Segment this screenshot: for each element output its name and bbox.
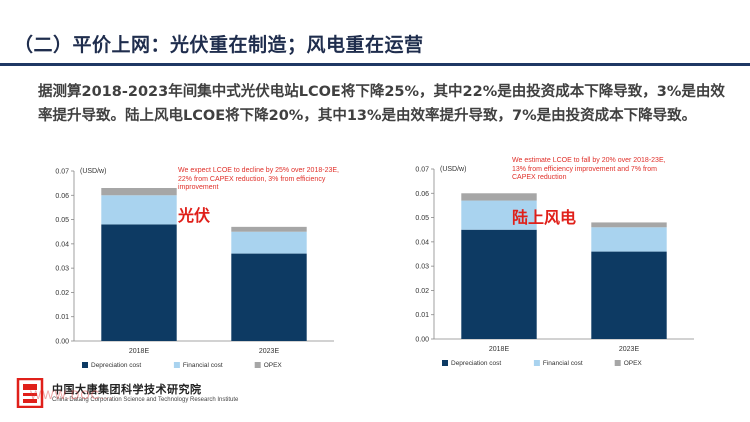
y-tick-label: 0.04 <box>55 241 69 248</box>
bar-depreciation-2023E <box>231 253 307 341</box>
pv-lcoe-chart: (USD/w) 0.00 0.01 0.02 0.03 0.04 0.05 0.06 0.07 2… <box>40 155 360 380</box>
summary-text: 据测算2018-2023年间集中式光伏电站LCOE将下降25%，其中22%是由投… <box>38 84 725 124</box>
y-tick-label: 0.02 <box>55 290 69 297</box>
title-divider <box>0 63 750 66</box>
wind-lcoe-chart: (USD/w) 0.00 0.01 0.02 0.03 0.04 0.05 0.06 0.07 2… <box>400 153 720 378</box>
bar-financial-2023E <box>231 231 307 254</box>
y-tick-label: 0.01 <box>415 312 429 319</box>
unit-label: (USD/w) <box>440 166 466 173</box>
x-tick-label: 2018E <box>129 348 150 355</box>
y-tick-label: 0.04 <box>415 239 429 246</box>
y-tick-label: 0.03 <box>415 264 429 271</box>
bar-depreciation-2018E <box>101 224 177 341</box>
bar-opex-2023E <box>231 226 307 232</box>
bar-financial-2018E <box>461 200 537 230</box>
legend-swatch <box>614 360 621 366</box>
unit-label: (USD/w) <box>80 168 106 175</box>
x-tick-label: 2018E <box>489 346 510 353</box>
y-tick-label: 0.07 <box>55 169 69 176</box>
bar-depreciation-2018E <box>461 229 537 339</box>
y-tick-label: 0.05 <box>55 217 69 224</box>
pv-badge: 光伏 <box>178 206 211 225</box>
y-tick-label: 0.06 <box>415 191 429 198</box>
wind-lcoe-svg: (USD/w) 0.00 0.01 0.02 0.03 0.04 0.05 0.06 0.07 2… <box>415 166 694 367</box>
bar-financial-2023E <box>591 227 667 252</box>
legend-label: OPEX <box>264 362 283 369</box>
y-tick-label: 0.06 <box>55 193 69 200</box>
legend-label: Depreciation cost <box>91 362 141 369</box>
pv-annotation: We expect LCOE to decline by 25% over 20… <box>178 167 339 191</box>
legend-swatch <box>533 360 540 366</box>
y-tick-label: 0.00 <box>415 337 429 344</box>
bar-depreciation-2023E <box>591 251 667 339</box>
pv-lcoe-svg: (USD/w) 0.00 0.01 0.02 0.03 0.04 0.05 0.06 0.07 2… <box>55 168 334 369</box>
page-title: （二）平价上网：光伏重在制造；风电重在运营 <box>14 34 424 56</box>
y-tick-label: 0.05 <box>415 215 429 222</box>
legend-label: Depreciation cost <box>451 360 501 367</box>
y-tick-label: 0.02 <box>415 288 429 295</box>
y-tick-label: 0.03 <box>55 266 69 273</box>
bar-opex-2018E <box>461 193 537 201</box>
legend-label: Financial cost <box>543 360 583 367</box>
org-name-cn: 中国大唐集团科学技术研究院 <box>52 383 202 396</box>
x-tick-label: 2023E <box>619 346 640 353</box>
legend-swatch <box>173 362 180 368</box>
y-tick-label: 0.07 <box>415 167 429 174</box>
x-tick-label: 2023E <box>259 348 280 355</box>
legend-label: Financial cost <box>183 362 223 369</box>
legend-swatch <box>82 362 88 368</box>
legend-swatch <box>254 362 261 368</box>
legend-label: OPEX <box>624 360 643 367</box>
y-tick-label: 0.01 <box>55 314 69 321</box>
org-name-en: China Datang Corporation Science and Tec… <box>52 397 239 403</box>
datang-logo-icon <box>16 378 44 408</box>
bar-opex-2023E <box>591 222 667 228</box>
watermark-text: WWW.DOC... <box>30 388 114 402</box>
bar-financial-2018E <box>101 195 177 225</box>
y-tick-label: 0.00 <box>55 339 69 346</box>
wind-badge: 陆上风电 <box>512 208 577 227</box>
wind-annotation: We estimate LCOE to fall by 20% over 201… <box>512 157 666 181</box>
legend-swatch <box>442 360 448 366</box>
bar-opex-2018E <box>101 188 177 196</box>
